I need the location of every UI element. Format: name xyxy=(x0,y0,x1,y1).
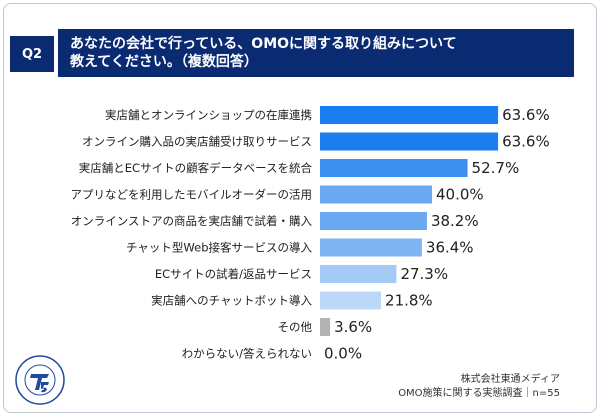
question-text: あなたの会社で行っている、OMOに関する取り組みについて 教えてください。（複数… xyxy=(58,29,574,77)
question-line-1: あなたの会社で行っている、OMOに関する取り組みについて xyxy=(70,36,457,52)
value-label: 3.6% xyxy=(334,318,372,336)
value-label: 63.6% xyxy=(502,106,550,124)
bar xyxy=(320,238,422,257)
value-label: 38.2% xyxy=(431,212,479,230)
category-label: 実店舗とオンラインショップの在庫連携 xyxy=(105,108,312,122)
question-badge: Q2 xyxy=(10,36,54,72)
source-survey: OMO施策に関する実態調査｜n=55 xyxy=(398,388,560,399)
question-line-2: 教えてください。（複数回答） xyxy=(70,54,258,70)
category-label: アプリなどを利用したモバイルオーダーの活用 xyxy=(71,188,313,202)
value-label: 21.8% xyxy=(385,292,433,310)
category-label: わからない/答えられない xyxy=(182,347,312,361)
source-company: 株式会社東通メディア xyxy=(460,374,560,385)
bar xyxy=(320,132,499,151)
value-label: 52.7% xyxy=(472,159,520,177)
value-label: 0.0% xyxy=(324,345,362,363)
bar xyxy=(320,265,397,283)
category-label: オンラインストアの商品を実店舗で試着・購入 xyxy=(71,214,313,228)
value-label: 36.4% xyxy=(426,239,474,257)
bar xyxy=(320,291,382,310)
value-label: 27.3% xyxy=(400,265,448,283)
bar xyxy=(320,185,432,204)
category-label: その他 xyxy=(278,320,313,334)
category-label: チャット型Web接客サービスの導入 xyxy=(126,241,312,255)
category-label: 実店舗へのチャットボット導入 xyxy=(151,294,312,308)
bar xyxy=(320,212,427,230)
category-label: オンライン購入品の実店舗受け取りサービス xyxy=(82,135,312,149)
category-label: 実店舗とECサイトの顧客データベースを統合 xyxy=(79,161,313,175)
bar xyxy=(320,318,331,336)
value-label: 63.6% xyxy=(502,133,550,151)
value-label: 40.0% xyxy=(436,186,484,204)
bar xyxy=(320,159,468,177)
company-logo xyxy=(14,354,66,406)
logo-icon xyxy=(15,355,65,405)
bar xyxy=(320,106,499,124)
category-label: ECサイトの試着/返品サービス xyxy=(155,267,312,281)
